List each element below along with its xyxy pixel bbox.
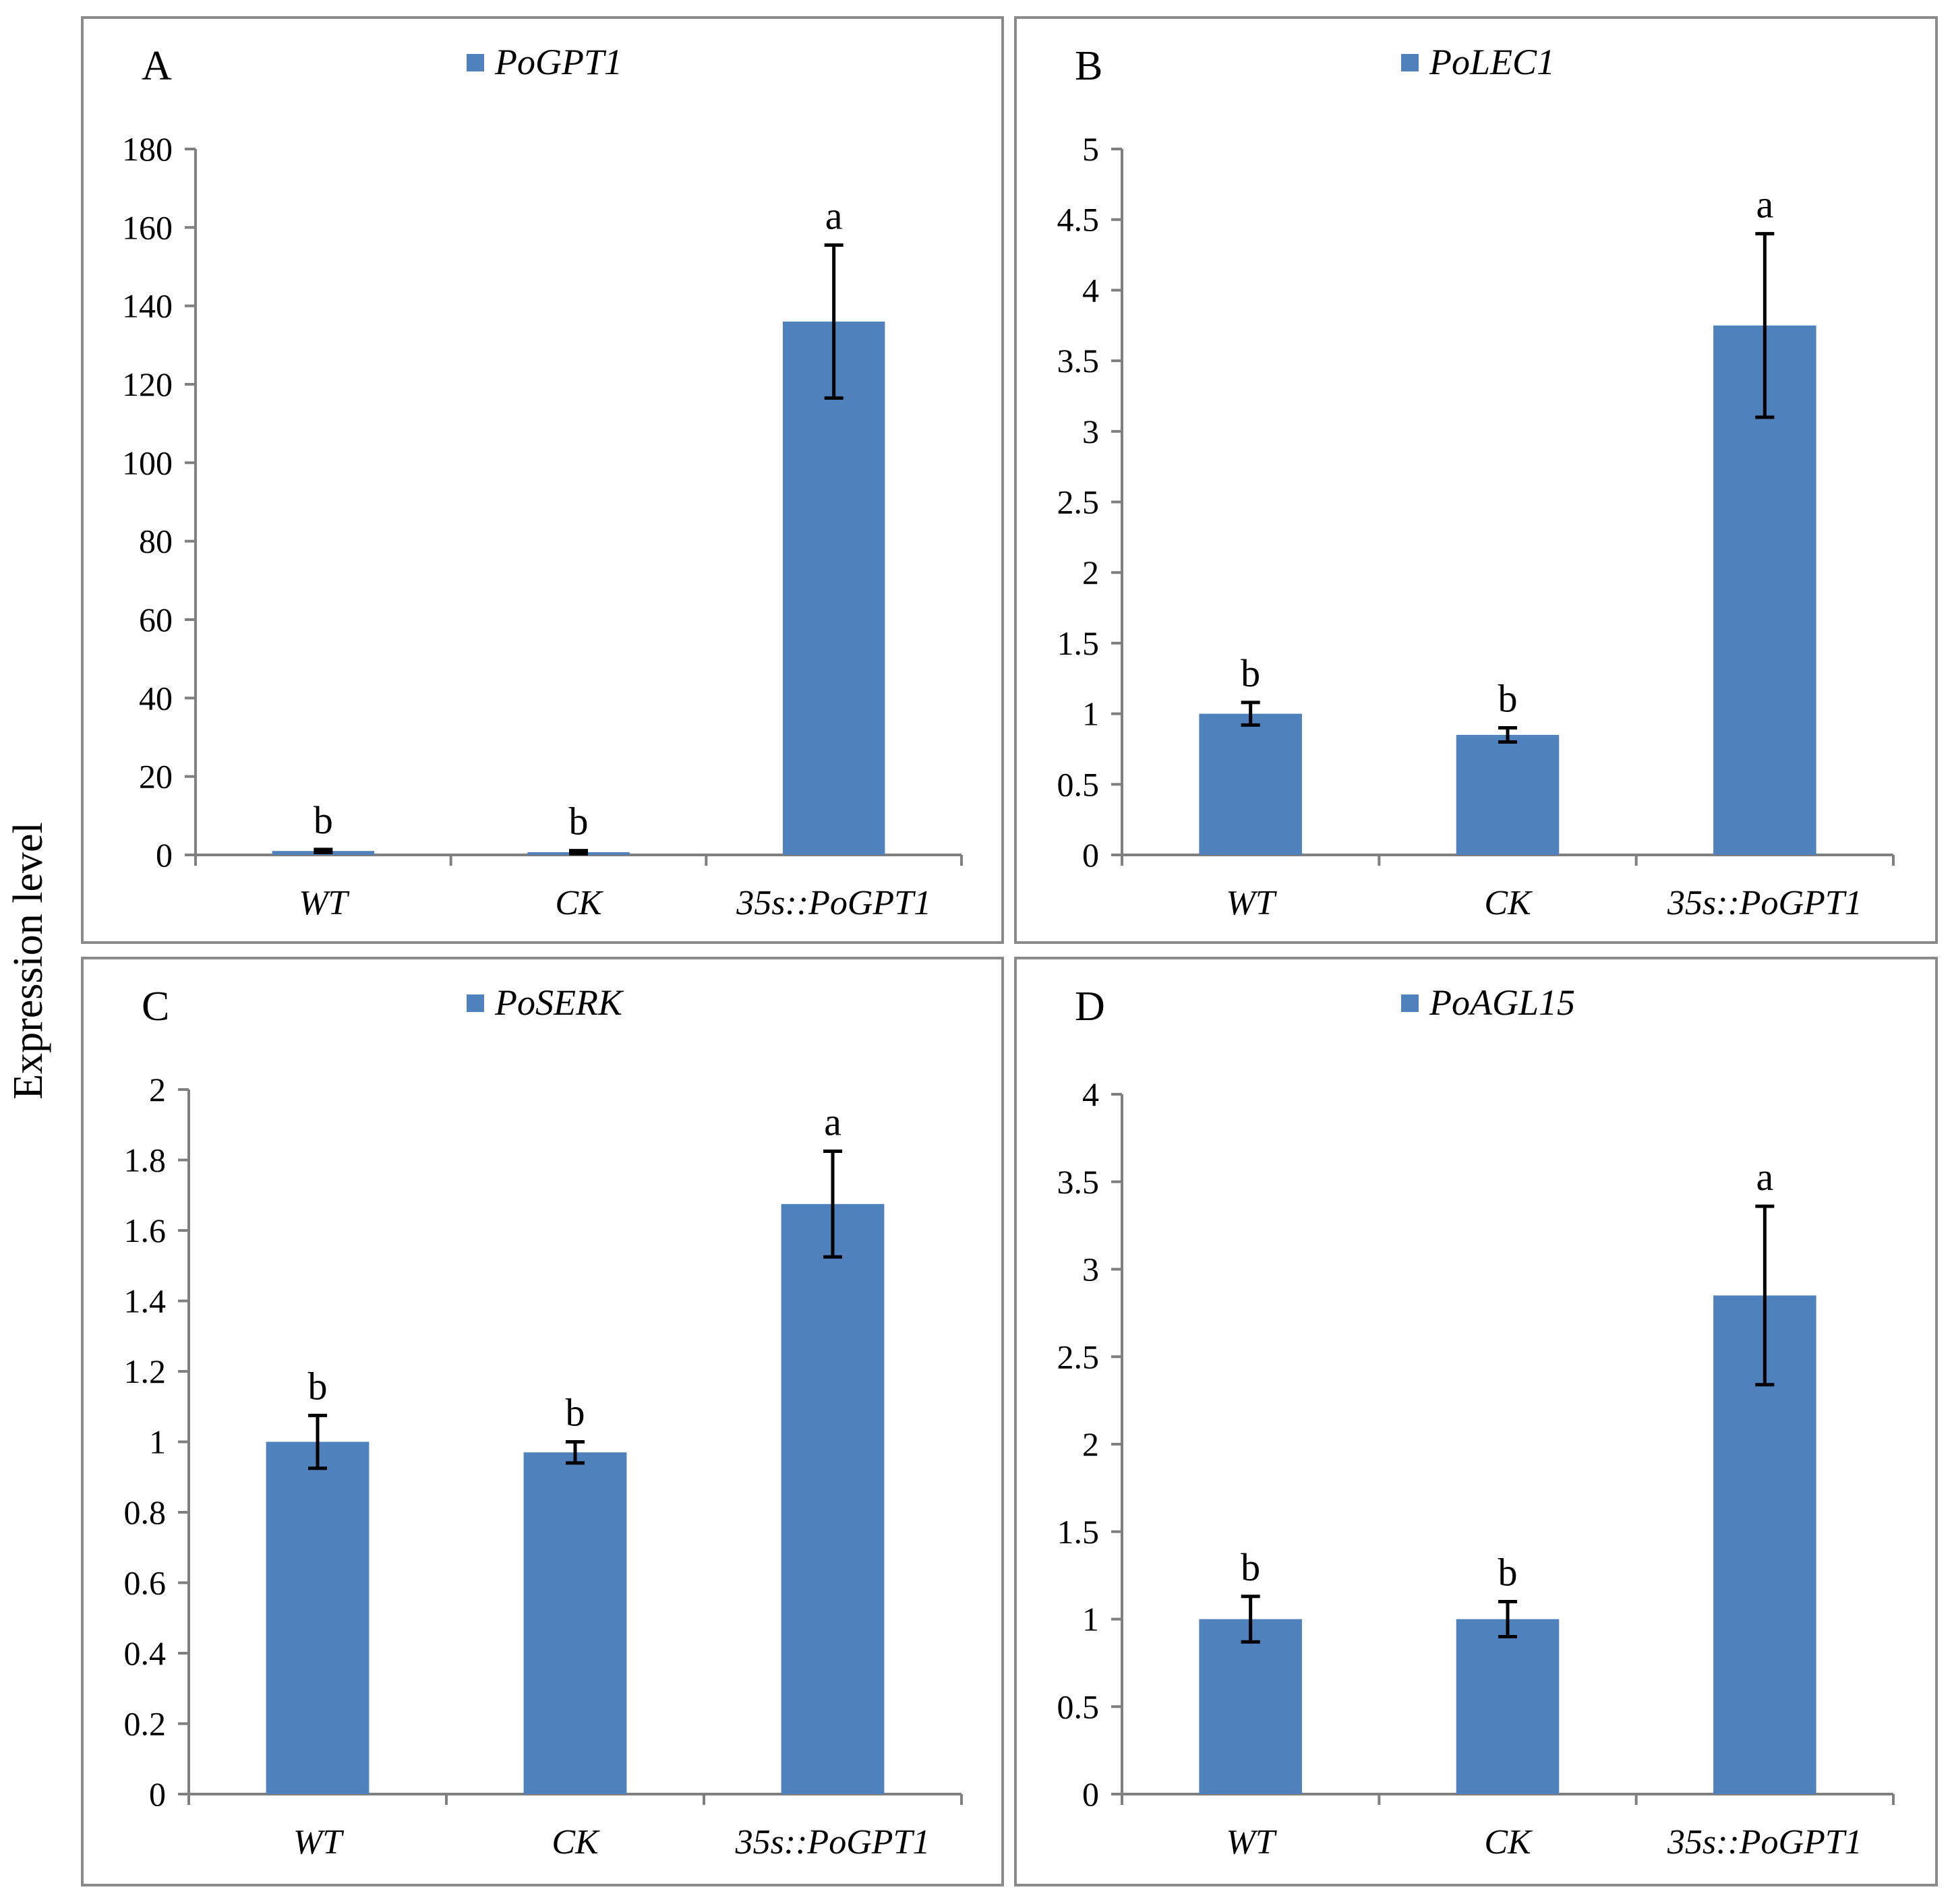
significance-label: b bbox=[1498, 677, 1518, 721]
y-tick-label: 3 bbox=[1082, 1251, 1099, 1288]
panels: A PoGPT1020406080100120140160180bWTbCKa35… bbox=[81, 16, 1938, 1886]
panel-a-letter: A bbox=[142, 43, 172, 89]
significance-label: a bbox=[1756, 1155, 1773, 1199]
x-category-label: CK bbox=[1484, 884, 1533, 922]
significance-label: b bbox=[1241, 1545, 1260, 1589]
y-tick-label: 0.8 bbox=[124, 1493, 167, 1531]
bar-d-1 bbox=[1456, 1619, 1560, 1794]
y-tick-label: 0.6 bbox=[124, 1564, 167, 1602]
y-tick-label: 0.5 bbox=[1057, 765, 1100, 803]
x-category-label: WT bbox=[293, 1823, 344, 1862]
x-category-label: 35s::PoGPT1 bbox=[1667, 884, 1862, 922]
bar-a-2 bbox=[782, 321, 885, 855]
y-tick-label: 1.5 bbox=[1057, 624, 1100, 662]
panel-c-letter: C bbox=[142, 984, 169, 1030]
y-axis-title: Expression level bbox=[5, 822, 51, 1100]
panel-a-frame bbox=[81, 16, 1004, 944]
y-tick-label: 1 bbox=[1082, 1601, 1099, 1638]
bar-b-0 bbox=[1199, 713, 1302, 855]
x-category-label: WT bbox=[1226, 1823, 1277, 1862]
y-tick-label: 1 bbox=[1082, 695, 1099, 733]
significance-label: b bbox=[308, 1364, 328, 1408]
significance-label: a bbox=[824, 1100, 841, 1143]
y-tick-label: 1.2 bbox=[124, 1352, 167, 1390]
significance-label: b bbox=[1498, 1551, 1518, 1595]
y-tick-label: 4.5 bbox=[1057, 201, 1100, 239]
y-tick-label: 4 bbox=[1082, 1075, 1099, 1113]
x-category-label: 35s::PoGPT1 bbox=[735, 1823, 930, 1862]
legend-label: PoGPT1 bbox=[494, 42, 622, 82]
y-tick-label: 1.5 bbox=[1057, 1513, 1100, 1551]
y-tick-label: 4 bbox=[1082, 271, 1099, 309]
x-category-label: WT bbox=[1226, 884, 1277, 922]
bar-b-1 bbox=[1456, 735, 1560, 855]
legend-swatch bbox=[1401, 994, 1419, 1012]
y-tick-label: 2.5 bbox=[1057, 1338, 1100, 1375]
y-tick-label: 2 bbox=[149, 1071, 166, 1108]
x-category-label: CK bbox=[1484, 1823, 1533, 1862]
x-category-label: CK bbox=[555, 884, 603, 922]
y-tick-label: 120 bbox=[122, 365, 173, 403]
y-tick-label: 40 bbox=[139, 679, 173, 717]
y-tick-label: 140 bbox=[122, 287, 173, 325]
significance-label: b bbox=[569, 800, 589, 843]
panel-c: C PoSERK 0 0.2 0.4 0.6 0.8 1 1.2 1.4 1.6 1.8 2 b WT b CK… bbox=[81, 957, 1004, 1886]
panel-a: A PoGPT1 0 20 40 60 80 100 120 140 160 180 b WT b CK a 35… bbox=[81, 16, 1004, 944]
y-tick-label: 20 bbox=[139, 758, 173, 796]
y-tick-label: 0 bbox=[149, 1775, 166, 1813]
y-tick-label: 100 bbox=[122, 444, 173, 481]
y-tick-label: 0.4 bbox=[124, 1634, 167, 1672]
panel-c-frame bbox=[81, 957, 1004, 1886]
legend-label: PoAGL15 bbox=[1429, 982, 1575, 1023]
y-tick-label: 5 bbox=[1082, 130, 1099, 168]
x-category-label: CK bbox=[552, 1823, 600, 1862]
legend-swatch bbox=[467, 994, 484, 1012]
legend-swatch bbox=[467, 54, 484, 71]
bar-c-1 bbox=[523, 1452, 627, 1794]
x-category-label: 35s::PoGPT1 bbox=[1667, 1823, 1862, 1862]
y-tick-label: 3.5 bbox=[1057, 1163, 1100, 1201]
y-tick-label: 1.8 bbox=[124, 1141, 167, 1179]
y-tick-label: 3.5 bbox=[1057, 342, 1100, 380]
y-tick-label: 0 bbox=[1082, 1775, 1099, 1813]
y-tick-label: 1 bbox=[149, 1423, 166, 1461]
bar-c-2 bbox=[781, 1203, 885, 1794]
legend-label: PoLEC1 bbox=[1429, 42, 1555, 82]
significance-label: b bbox=[566, 1391, 585, 1435]
bar-d-0 bbox=[1199, 1619, 1302, 1794]
y-tick-label: 0.5 bbox=[1057, 1688, 1100, 1725]
y-tick-label: 2 bbox=[1082, 1425, 1099, 1463]
y-tick-label: 0.2 bbox=[124, 1705, 167, 1743]
y-tick-label: 2 bbox=[1082, 554, 1099, 591]
panel-d-frame bbox=[1014, 957, 1938, 1886]
y-tick-label: 80 bbox=[139, 523, 173, 560]
panel-b-frame bbox=[1014, 16, 1938, 944]
panel-b-letter: B bbox=[1075, 43, 1102, 89]
y-tick-label: 60 bbox=[139, 601, 173, 638]
y-tick-label: 160 bbox=[122, 208, 173, 246]
significance-label: b bbox=[314, 798, 333, 842]
bar-c-0 bbox=[266, 1441, 369, 1794]
panel-d-letter: D bbox=[1075, 984, 1105, 1030]
significance-label: b bbox=[1241, 651, 1260, 695]
y-tick-label: 0 bbox=[1082, 836, 1099, 874]
legend-swatch bbox=[1401, 54, 1419, 71]
significance-label: a bbox=[825, 194, 843, 238]
legend-label: PoSERK bbox=[494, 982, 624, 1023]
x-category-label: 35s::PoGPT1 bbox=[736, 884, 931, 922]
x-category-label: WT bbox=[299, 884, 349, 922]
y-tick-label: 1.6 bbox=[124, 1212, 167, 1249]
significance-label: a bbox=[1756, 183, 1773, 227]
y-tick-label: 3 bbox=[1082, 413, 1099, 450]
y-tick-label: 0 bbox=[156, 836, 173, 874]
y-tick-label: 180 bbox=[122, 130, 173, 168]
y-tick-label: 1.4 bbox=[124, 1282, 167, 1320]
y-tick-label: 2.5 bbox=[1057, 483, 1100, 521]
